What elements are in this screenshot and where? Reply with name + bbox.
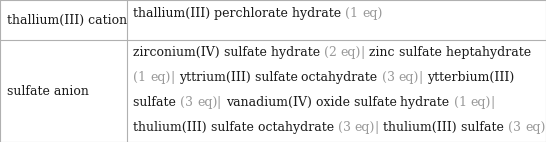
Text: hydrate: hydrate [400, 96, 454, 109]
Text: thallium(III) cation: thallium(III) cation [7, 14, 127, 27]
Text: |: | [361, 46, 369, 59]
Text: octahydrate: octahydrate [258, 121, 338, 134]
Text: |: | [375, 121, 383, 134]
Text: oxide: oxide [316, 96, 354, 109]
Text: sulfate anion: sulfate anion [7, 85, 88, 98]
Text: eq): eq) [355, 121, 375, 134]
Text: perchlorate: perchlorate [215, 7, 292, 20]
Text: sulfate: sulfate [133, 96, 180, 109]
Text: sulfate: sulfate [399, 46, 446, 59]
Text: |: | [170, 71, 179, 84]
Text: eq): eq) [363, 7, 383, 20]
Text: eq): eq) [471, 96, 491, 109]
Text: sulfate: sulfate [354, 96, 400, 109]
Text: sulfate: sulfate [211, 121, 258, 134]
Text: eq): eq) [341, 46, 361, 59]
Text: (3: (3 [382, 71, 399, 84]
Text: (3: (3 [338, 121, 355, 134]
Text: zinc: zinc [369, 46, 399, 59]
Text: (3: (3 [180, 96, 197, 109]
Text: hydrate: hydrate [271, 46, 324, 59]
Text: (2: (2 [324, 46, 341, 59]
Text: sulfate: sulfate [461, 121, 508, 134]
Text: thulium(III): thulium(III) [133, 121, 211, 134]
Text: vanadium(IV): vanadium(IV) [225, 96, 316, 109]
Text: sulfate: sulfate [224, 46, 271, 59]
Text: eq): eq) [399, 71, 419, 84]
Text: thulium(III): thulium(III) [383, 121, 461, 134]
Text: yttrium(III): yttrium(III) [179, 71, 254, 84]
Text: eq): eq) [150, 71, 170, 84]
Text: (3: (3 [508, 121, 525, 134]
Text: hydrate: hydrate [292, 7, 346, 20]
Text: eq): eq) [197, 96, 217, 109]
Text: ytterbium(III): ytterbium(III) [427, 71, 519, 84]
Text: heptahydrate: heptahydrate [446, 46, 535, 59]
Text: |: | [491, 96, 499, 109]
Text: |: | [217, 96, 225, 109]
Text: octahydrate: octahydrate [301, 71, 382, 84]
Text: (1: (1 [454, 96, 471, 109]
Text: sulfate: sulfate [254, 71, 301, 84]
Text: |: | [419, 71, 427, 84]
Text: eq): eq) [525, 121, 545, 134]
Text: thallium(III): thallium(III) [133, 7, 215, 20]
Text: (1: (1 [346, 7, 363, 20]
Text: zirconium(IV): zirconium(IV) [133, 46, 224, 59]
Text: (1: (1 [133, 71, 150, 84]
